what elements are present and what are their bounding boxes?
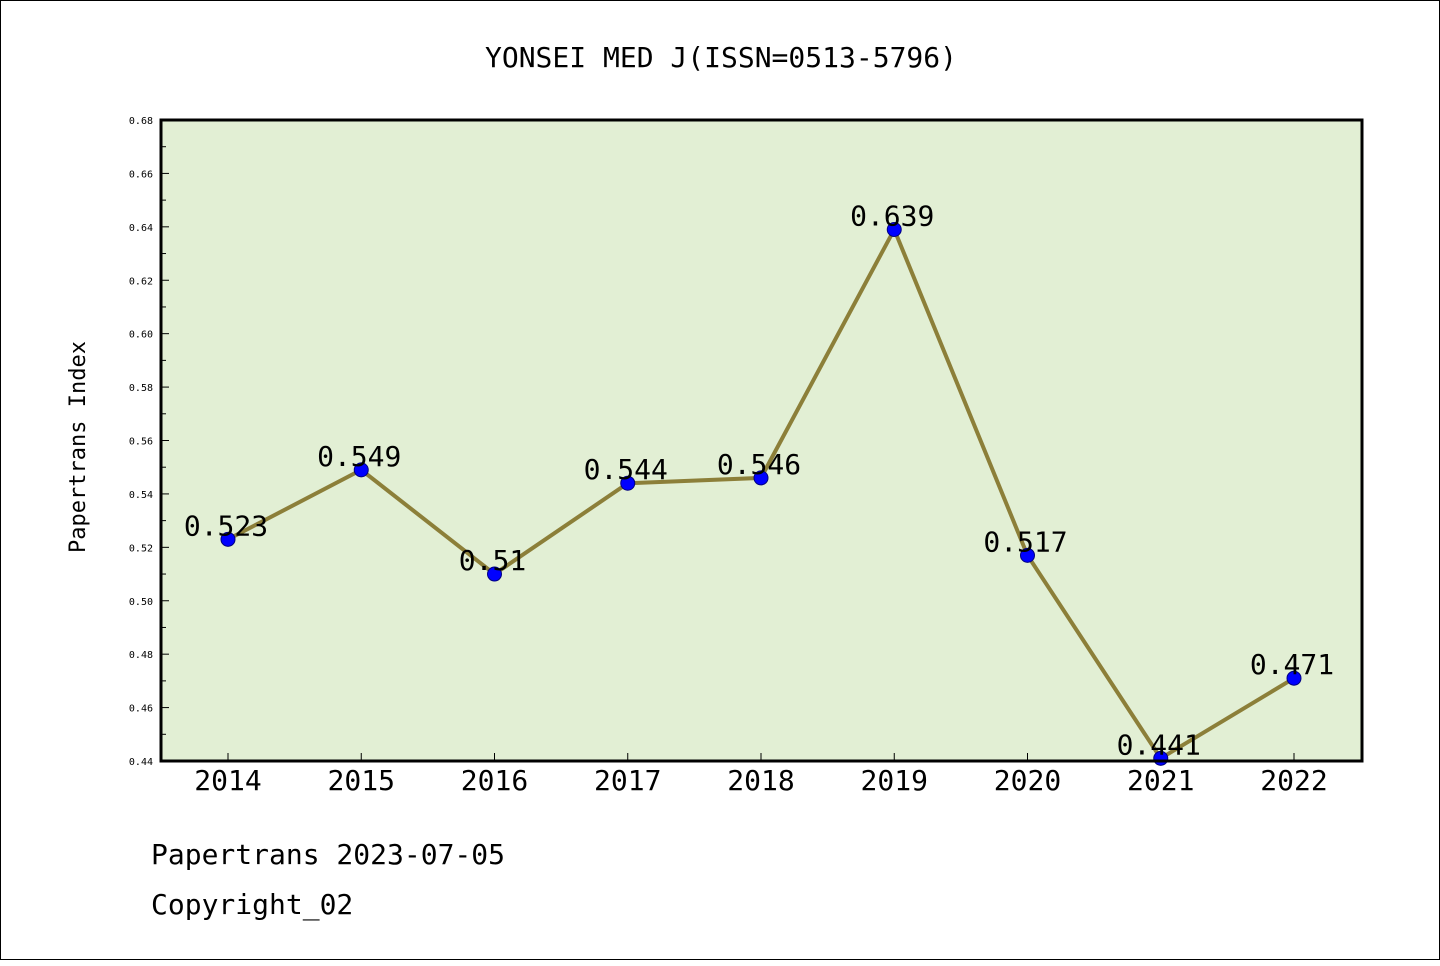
data-label: 0.544 <box>584 453 668 486</box>
data-label: 0.639 <box>850 200 934 233</box>
x-tick-label: 2014 <box>194 764 261 797</box>
data-point <box>353 462 369 478</box>
x-tick-label: 2022 <box>1260 764 1327 797</box>
x-tick-label: 2015 <box>328 764 395 797</box>
y-tick-label: 0.54 <box>129 490 153 501</box>
data-point <box>620 475 636 491</box>
data-label: 0.51 <box>459 544 526 577</box>
y-tick-label: 0.62 <box>129 276 153 287</box>
x-tick-label: 2019 <box>861 764 928 797</box>
footer-copyright: Copyright_02 <box>151 888 353 922</box>
x-tick-label: 2018 <box>727 764 794 797</box>
y-tick-label: 0.60 <box>129 330 153 341</box>
y-tick-label: 0.66 <box>129 169 153 180</box>
data-point <box>753 470 769 486</box>
y-tick-label: 0.48 <box>129 650 153 661</box>
y-tick-label: 0.58 <box>129 383 153 394</box>
data-point <box>220 531 236 547</box>
y-tick-label: 0.52 <box>129 543 153 554</box>
footer-date: Papertrans 2023-07-05 <box>151 838 505 871</box>
data-label: 0.546 <box>717 448 801 481</box>
x-tick-label: 2021 <box>1127 764 1194 797</box>
y-tick-label: 0.44 <box>129 757 153 768</box>
data-label: 0.517 <box>983 525 1067 558</box>
data-point <box>886 222 902 238</box>
data-point <box>487 566 502 582</box>
y-tick-label: 0.50 <box>129 597 153 608</box>
data-point <box>1020 547 1035 563</box>
data-label: 0.471 <box>1250 648 1334 681</box>
y-axis-label: Papertrans Index <box>66 341 91 553</box>
data-labels: 0.523 0.549 0.51 0.544 0.546 0.639 0.517 0.441 0… <box>184 200 1334 762</box>
chart-title: YONSEI MED J(ISSN=0513-5796) <box>485 41 957 74</box>
x-tick-label: 2017 <box>594 764 661 797</box>
data-label: 0.441 <box>1117 728 1201 761</box>
y-tick-label: 0.68 <box>129 116 153 127</box>
y-tick-label: 0.56 <box>129 437 153 448</box>
x-axis: 2014 2015 2016 2017 2018 2019 2020 2021 2022 <box>194 753 1328 797</box>
x-tick-label: 2020 <box>994 764 1061 797</box>
y-tick-label: 0.46 <box>129 704 153 715</box>
x-tick-label: 2016 <box>461 764 528 797</box>
data-label: 0.523 <box>184 509 268 542</box>
data-point <box>1286 670 1302 686</box>
data-label: 0.549 <box>317 440 401 473</box>
plot-area <box>161 120 1362 761</box>
plot-border <box>159 118 1364 763</box>
y-tick-label: 0.64 <box>129 223 153 234</box>
